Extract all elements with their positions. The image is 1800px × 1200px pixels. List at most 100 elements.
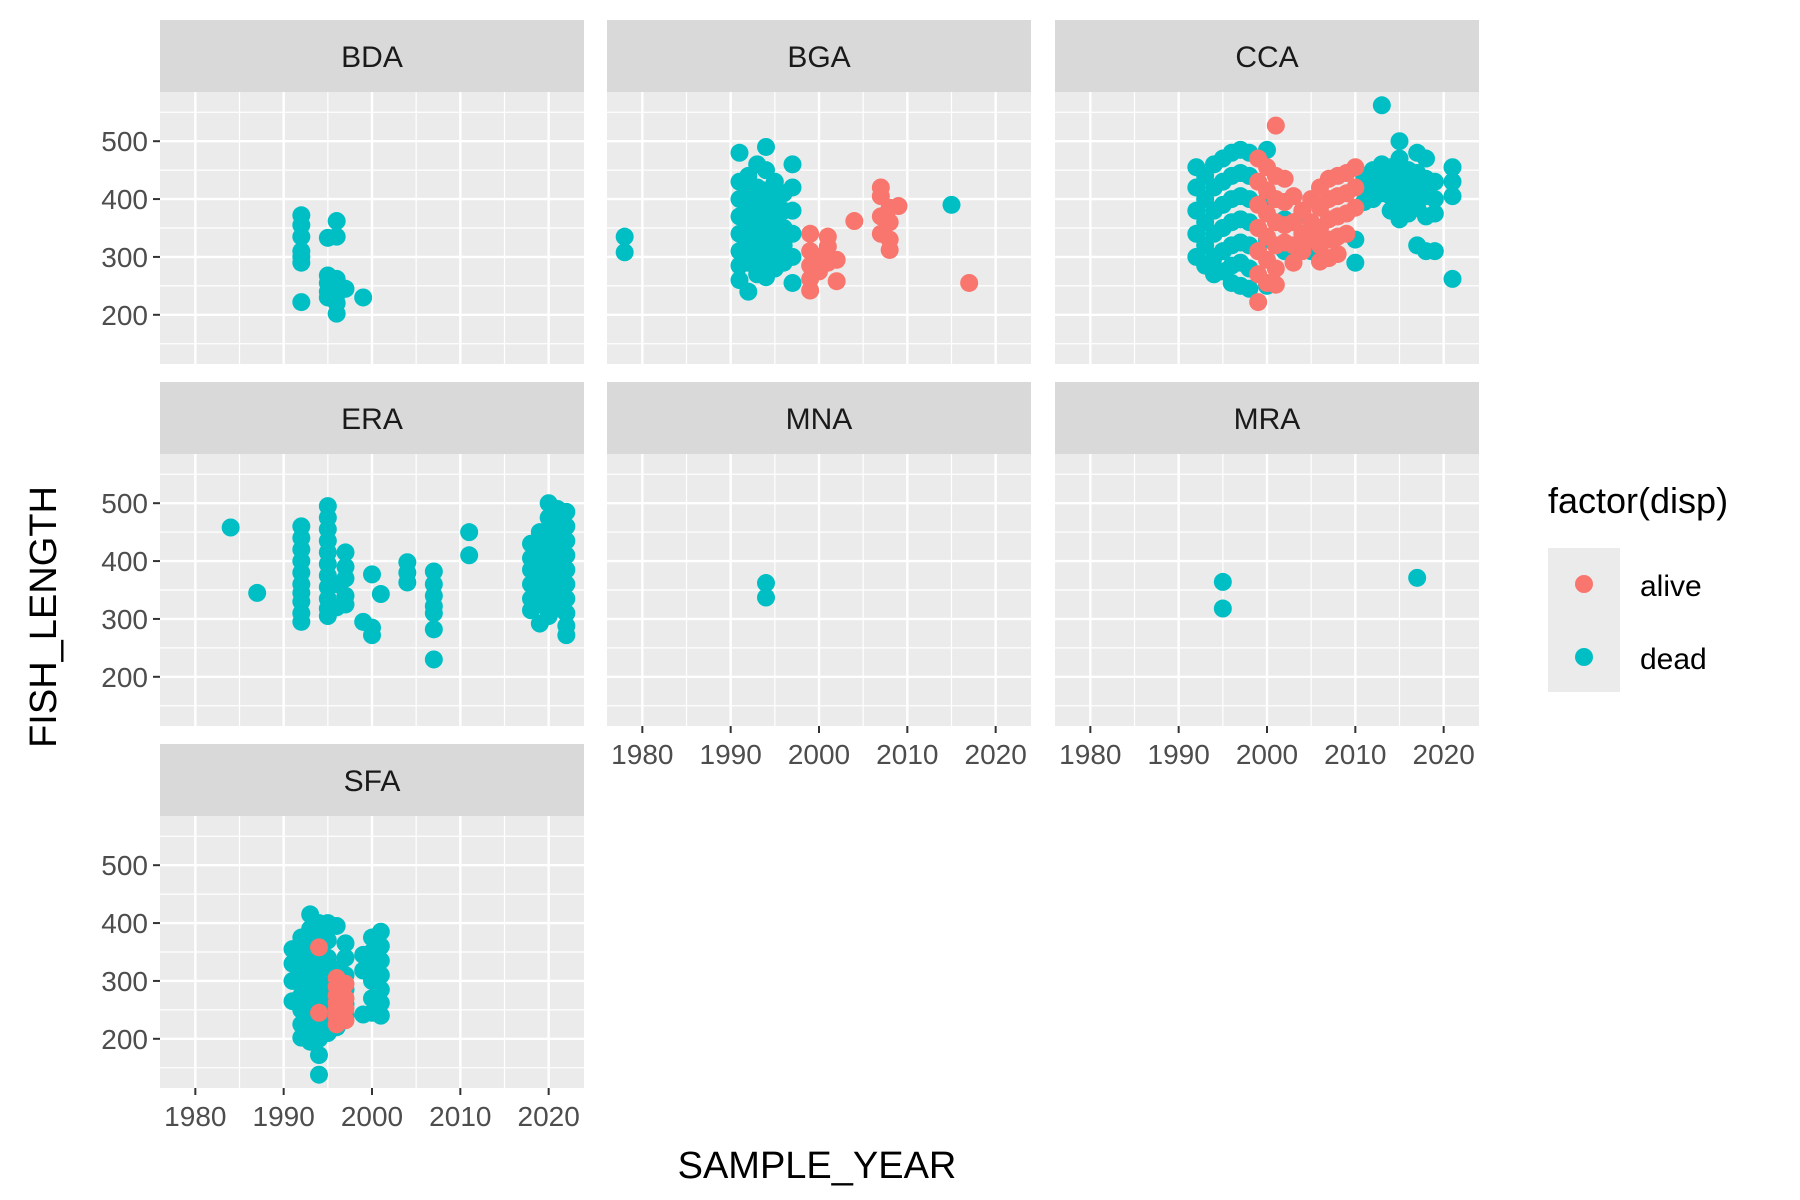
y-tick-label: 400 xyxy=(101,184,148,215)
x-tick-label: 1980 xyxy=(1059,739,1121,770)
data-point-dead xyxy=(1425,190,1444,209)
x-tick-label: 2010 xyxy=(1324,739,1386,770)
data-point-dead xyxy=(1240,279,1259,298)
x-tick-label: 1990 xyxy=(700,739,762,770)
data-point-dead xyxy=(615,243,634,262)
data-point-alive xyxy=(889,197,908,216)
data-point-dead xyxy=(327,304,346,323)
facet-panel-bda: BDA 200 300 400 500 xyxy=(101,20,584,364)
data-point-dead xyxy=(1443,187,1462,206)
legend-key-alive xyxy=(1575,575,1593,593)
data-point-dead xyxy=(248,583,267,602)
x-tick-label: 2000 xyxy=(788,739,850,770)
data-point-dead xyxy=(757,137,775,156)
facet-strip xyxy=(607,382,1031,454)
x-tick-label: 2020 xyxy=(1413,739,1475,770)
y-tick-label: 300 xyxy=(101,242,148,273)
panels-layer: BDA 200 300 400 500 BGA CCA ERA 200 300 400 500 MNA 1… xyxy=(101,20,1479,1132)
data-point-dead xyxy=(783,155,802,174)
data-point-dead xyxy=(1372,96,1391,115)
legend-key-dead xyxy=(1575,648,1593,666)
data-point-dead xyxy=(783,224,802,243)
data-point-dead xyxy=(1213,572,1232,591)
data-point-alive xyxy=(1249,293,1268,312)
y-tick-label: 200 xyxy=(101,662,148,693)
facet-strip xyxy=(160,20,584,92)
data-point-dead xyxy=(327,916,346,935)
data-point-dead xyxy=(1425,204,1444,223)
facet-strip-label: SFA xyxy=(344,765,401,798)
data-point-dead xyxy=(371,922,390,941)
data-point-dead xyxy=(371,966,390,985)
facet-panel-cca: CCA xyxy=(1055,20,1479,364)
facet-strip-label: MNA xyxy=(786,403,853,436)
data-point-alive xyxy=(1346,198,1365,217)
data-point-alive xyxy=(1337,224,1356,243)
data-point-dead xyxy=(1443,269,1462,288)
data-point-dead xyxy=(292,227,311,246)
facet-strip-label: CCA xyxy=(1235,41,1298,74)
data-point-dead xyxy=(371,951,390,970)
legend-key-background xyxy=(1548,548,1620,692)
y-tick-label: 500 xyxy=(101,126,148,157)
data-points xyxy=(757,574,775,607)
data-point-alive xyxy=(1266,259,1285,278)
data-point-dead xyxy=(615,227,634,246)
data-point-dead xyxy=(557,546,576,565)
data-point-dead xyxy=(363,626,381,645)
data-point-dead xyxy=(557,517,576,536)
y-axis-title: FISH_LENGTH xyxy=(23,486,65,748)
data-point-dead xyxy=(292,612,311,631)
data-point-alive xyxy=(880,213,899,232)
data-point-dead xyxy=(1213,599,1232,618)
data-point-dead xyxy=(363,565,381,584)
data-point-dead xyxy=(557,604,576,623)
facet-strip-label: ERA xyxy=(341,403,403,436)
data-point-alive xyxy=(845,212,864,231)
x-axis-title: SAMPLE_YEAR xyxy=(678,1145,957,1187)
data-point-dead xyxy=(557,560,576,579)
data-point-dead xyxy=(1443,158,1462,177)
data-point-dead xyxy=(371,980,390,999)
data-point-alive xyxy=(336,974,355,993)
y-tick-label: 500 xyxy=(101,488,148,519)
data-point-alive xyxy=(310,938,328,957)
data-point-dead xyxy=(292,293,311,312)
legend-label-alive: alive xyxy=(1640,570,1702,603)
legend-label-dead: dead xyxy=(1640,643,1707,676)
data-point-dead xyxy=(1417,149,1435,168)
data-points xyxy=(283,905,390,1084)
data-point-dead xyxy=(783,178,802,197)
y-tick-label: 200 xyxy=(101,300,148,331)
data-points xyxy=(1213,568,1427,618)
data-point-alive xyxy=(1346,178,1365,197)
facet-strip xyxy=(1055,382,1479,454)
y-tick-label: 200 xyxy=(101,1024,148,1055)
x-tick-label: 2000 xyxy=(341,1101,403,1132)
data-point-dead xyxy=(1425,242,1444,261)
data-point-dead xyxy=(460,546,479,565)
data-point-dead xyxy=(336,948,355,967)
facet-panel-bga: BGA xyxy=(607,20,1031,364)
facet-strip-label: BDA xyxy=(341,41,403,74)
data-point-dead xyxy=(942,195,961,214)
x-tick-label: 1990 xyxy=(1148,739,1210,770)
data-point-dead xyxy=(557,626,576,645)
data-point-dead xyxy=(371,1006,390,1025)
data-point-dead xyxy=(292,253,311,272)
x-tick-label: 2020 xyxy=(965,739,1027,770)
data-point-dead xyxy=(398,573,417,592)
data-point-dead xyxy=(730,143,749,162)
data-points xyxy=(615,137,979,301)
data-point-alive xyxy=(880,240,899,259)
facet-strip xyxy=(1055,20,1479,92)
y-tick-label: 300 xyxy=(101,604,148,635)
facet-panel-sfa: SFA 200 300 400 500 1980 1990 2000 2010 2020 xyxy=(101,744,584,1132)
data-point-alive xyxy=(960,273,979,292)
data-point-alive xyxy=(801,224,820,243)
data-point-alive xyxy=(827,250,846,269)
data-point-alive xyxy=(1266,116,1285,135)
data-points xyxy=(221,494,576,669)
data-point-dead xyxy=(757,574,775,593)
